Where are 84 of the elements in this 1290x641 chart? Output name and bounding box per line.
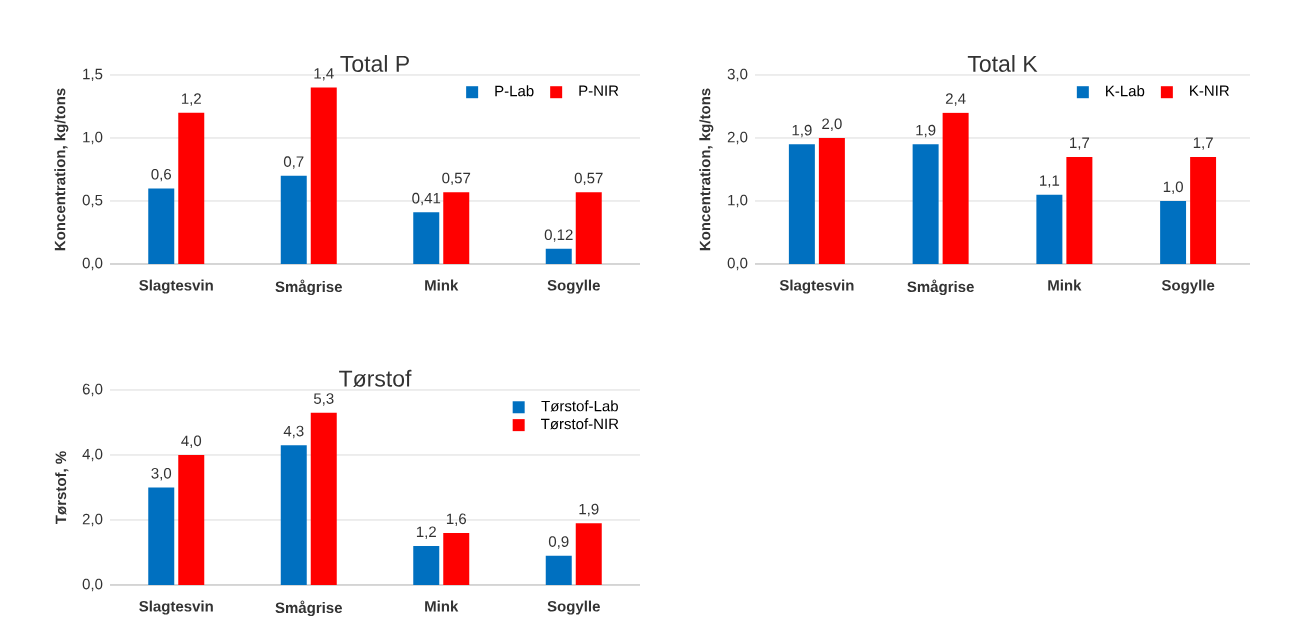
y-tick-label: 1,0 (83, 131, 103, 145)
chart-title: Total K (967, 55, 1038, 72)
y-tick-label: 0,0 (82, 257, 103, 271)
bar (413, 212, 440, 264)
data-label: 2,4 (945, 93, 966, 106)
data-label: 1,2 (181, 93, 201, 106)
data-label: 0,9 (548, 536, 569, 549)
legend-label: K-Lab (1106, 85, 1145, 97)
bar (443, 192, 470, 264)
x-tick-label: Sogylle (547, 279, 600, 294)
y-tick-label: 3,0 (727, 68, 748, 82)
bar (148, 188, 175, 264)
data-label: 1,7 (1193, 137, 1213, 150)
legend-label: K-NIR (1190, 85, 1229, 96)
bar (148, 487, 175, 585)
data-label: 0,41 (412, 192, 441, 206)
bar (310, 412, 337, 585)
data-label: 4,3 (283, 425, 304, 439)
y-tick-label: 0,0 (82, 578, 103, 592)
bar (280, 445, 307, 585)
bar (545, 248, 572, 264)
data-label: 0,57 (574, 172, 603, 186)
legend-label: P-NIR (579, 85, 619, 96)
y-axis-title: Tørstof, % (55, 451, 69, 524)
data-label: 0,6 (151, 168, 172, 182)
y-tick-label: 2,0 (727, 131, 748, 145)
data-label: 3,0 (151, 468, 172, 481)
bar (443, 532, 470, 585)
bar (280, 175, 307, 264)
y-tick-label: 2,0 (82, 513, 103, 527)
data-label: 0,7 (283, 156, 304, 169)
x-tick-label: Sogylle (547, 600, 600, 615)
data-label: 1,1 (1040, 175, 1060, 188)
y-tick-label: 1,0 (728, 194, 748, 208)
data-label: 1,9 (916, 124, 936, 138)
legend-label: P-Lab (495, 85, 534, 97)
chart-title: Tørstof (339, 369, 412, 387)
bar (413, 545, 440, 585)
data-label: 5,3 (313, 393, 334, 406)
data-label: 0,57 (442, 172, 471, 186)
bar (575, 192, 602, 264)
data-label: 1,0 (1163, 181, 1183, 194)
data-label: 2,0 (822, 118, 842, 131)
y-axis-title: Koncentration, kg/tons (699, 88, 714, 251)
bar (912, 144, 939, 264)
y-tick-label: 0,5 (82, 194, 103, 208)
bar (545, 555, 572, 585)
bar (1066, 156, 1093, 264)
x-tick-label: Mink (425, 279, 459, 291)
bar (942, 112, 969, 264)
bar (178, 112, 205, 264)
bar (788, 144, 815, 264)
legend-label: Tørstof-NIR (541, 418, 619, 430)
y-tick-label: 4,0 (82, 448, 103, 462)
bar (575, 523, 602, 585)
bar (310, 87, 337, 264)
x-tick-label: Smågrise (275, 600, 343, 617)
bar (178, 454, 205, 585)
data-label: 0,12 (544, 229, 573, 242)
bar (1190, 156, 1217, 264)
data-label: 1,6 (446, 513, 467, 526)
data-label: 4,0 (181, 435, 202, 448)
y-tick-label: 0,0 (727, 257, 748, 271)
x-tick-label: Slagtesvin (779, 279, 854, 294)
legend-label: Tørstof-Lab (541, 400, 618, 412)
data-label: 1,2 (416, 526, 436, 539)
data-label: 1,9 (792, 124, 812, 138)
x-tick-label: Slagtesvin (139, 279, 213, 294)
y-tick-label: 6,0 (82, 383, 103, 397)
x-tick-label: Mink (425, 600, 459, 612)
data-label: 1,4 (314, 68, 334, 81)
x-tick-label: Slagtesvin (139, 600, 213, 615)
x-tick-label: Smågrise (907, 279, 974, 296)
x-tick-label: Sogylle (1161, 279, 1215, 294)
bar (818, 137, 845, 264)
data-label: 1,7 (1070, 137, 1090, 150)
x-tick-label: Smågrise (275, 279, 343, 296)
chart-title: Total P (340, 55, 409, 72)
bar (1036, 194, 1063, 264)
y-axis-title: Koncentration, kg/tons (54, 88, 69, 251)
data-label: 1,9 (579, 503, 599, 517)
y-tick-label: 1,5 (83, 68, 103, 82)
x-tick-label: Mink (1048, 279, 1082, 291)
bar (1160, 200, 1187, 264)
